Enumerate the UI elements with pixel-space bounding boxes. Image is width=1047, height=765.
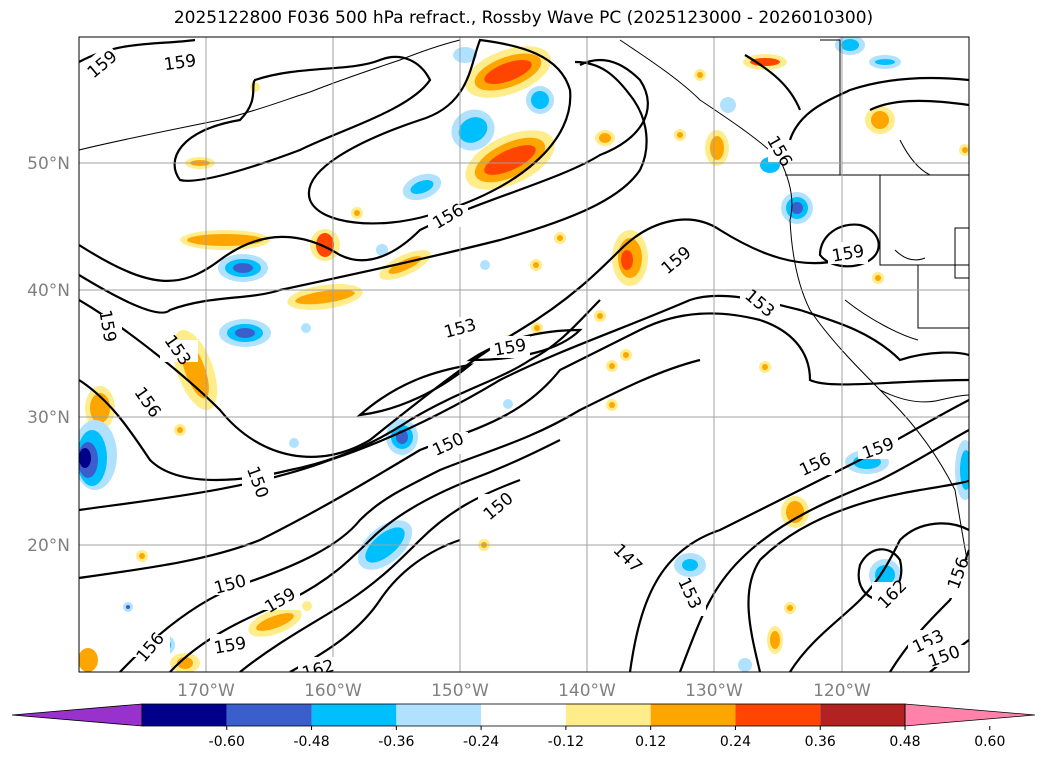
- lon-label: 140°W: [558, 681, 616, 701]
- lon-label: 150°W: [431, 681, 489, 701]
- latitude-labels: 50°N 40°N 30°N 20°N: [27, 154, 70, 556]
- lat-label: 30°N: [27, 408, 70, 428]
- anomaly-shading: [79, 37, 969, 672]
- colorbar-tick-label: -0.48: [293, 734, 329, 750]
- colorbar-tick-label: -0.36: [378, 734, 414, 750]
- colorbar-tick-label: 0.12: [635, 734, 666, 750]
- plot-border: [78, 36, 970, 673]
- colorbar-swatch: [226, 704, 312, 726]
- colorbar-tick-label: -0.12: [548, 734, 584, 750]
- lat-label: 50°N: [27, 154, 70, 174]
- colorbar-tick-label: -0.60: [209, 734, 245, 750]
- colorbar-swatch: [565, 704, 651, 726]
- colorbar-swatch: [481, 704, 566, 726]
- longitude-labels: 170°W 160°W 150°W 140°W 130°W 120°W: [177, 681, 871, 701]
- colorbar-tick-label: 0.24: [720, 734, 751, 750]
- lon-label: 120°W: [813, 681, 871, 701]
- colorbar-tick-label: -0.24: [463, 734, 499, 750]
- lon-label: 160°W: [304, 681, 362, 701]
- lat-label: 40°N: [27, 281, 70, 301]
- colorbar-swatch: [396, 704, 482, 726]
- contour-label: 159: [163, 51, 198, 75]
- colorbar-extend-high: [904, 703, 1036, 727]
- colorbar-swatch: [650, 704, 736, 726]
- colorbar-swatch: [820, 704, 905, 726]
- colorbar-swatch: [735, 704, 821, 726]
- colorbar-tick-label: 0.48: [889, 734, 920, 750]
- map-title: 2025122800 F036 500 hPa refract., Rossby…: [173, 8, 874, 28]
- colorbar: -0.60 -0.48 -0.36 -0.24 -0.12 0.12 0.24 0.36 0.4…: [11, 703, 1036, 750]
- colorbar-swatch: [142, 704, 227, 726]
- colorbar-tick-label: 0.36: [805, 734, 836, 750]
- graticule: [79, 37, 969, 672]
- coastlines: [79, 39, 969, 571]
- lon-label: 130°W: [685, 681, 743, 701]
- height-contours: [79, 38, 969, 672]
- lat-label: 20°N: [27, 536, 70, 556]
- colorbar-swatch: [311, 704, 397, 726]
- lon-label: 170°W: [177, 681, 235, 701]
- colorbar-outline: [141, 703, 906, 727]
- colorbar-tick-label: 0.60: [974, 734, 1005, 750]
- colorbar-extend-low: [11, 703, 143, 727]
